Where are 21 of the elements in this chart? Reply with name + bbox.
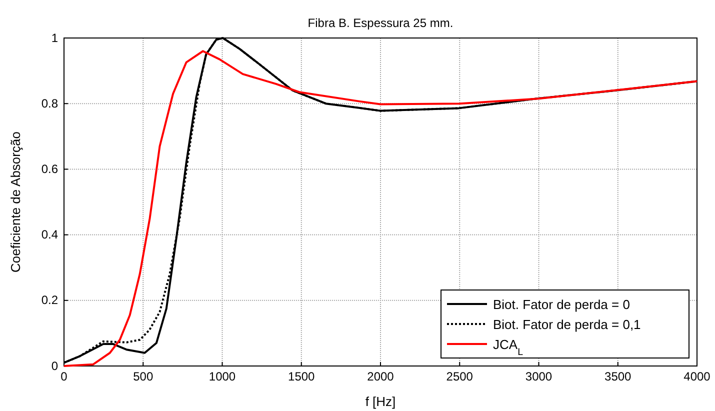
x-tick-label: 1000	[208, 370, 236, 384]
legend-label: JCA$_{L}$	[493, 337, 524, 358]
y-tick-label: 0.6	[41, 162, 58, 176]
x-tick-label: 2500	[446, 370, 474, 384]
x-tick-label: 3000	[525, 370, 552, 384]
chart-title: Fibra B. Espessura 25 mm.	[308, 16, 454, 30]
y-axis-title: Coeficiente de Absorção	[8, 132, 23, 272]
y-tick-label: 0.8	[41, 96, 58, 110]
legend-label: Biot. Fator de perda = 0,1	[493, 317, 641, 332]
y-tick-label: 0.4	[41, 228, 58, 242]
x-tick-label: 3500	[604, 370, 632, 384]
x-tick-label: 500	[133, 370, 154, 384]
x-axis-title: f [Hz]	[365, 394, 396, 409]
x-tick-label: 2000	[367, 370, 394, 384]
y-tick-label: 0	[51, 358, 58, 373]
x-tick-label: 1500	[288, 370, 316, 384]
x-tick-label: 4000	[684, 370, 711, 384]
y-tick-label: 0.2	[41, 293, 58, 308]
x-tick-label: 0	[60, 370, 68, 384]
legend-label: Biot. Fator de perda = 0	[493, 297, 630, 312]
y-tick-label: 1	[51, 30, 58, 45]
